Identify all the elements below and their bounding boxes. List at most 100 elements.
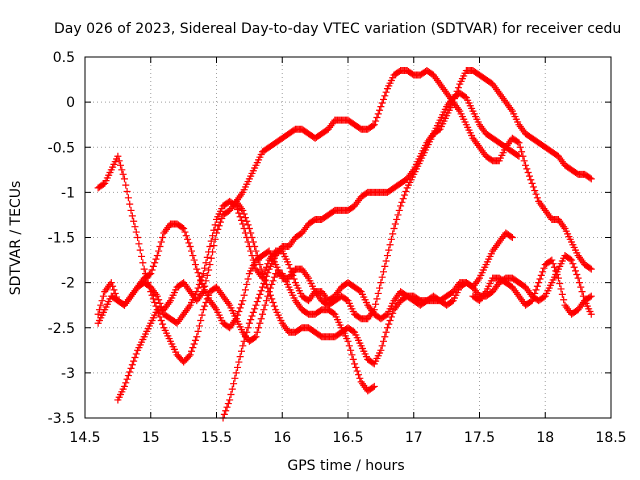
sat-e-point <box>148 266 156 274</box>
sat-e-point <box>244 275 252 283</box>
sat-g-point <box>540 264 548 272</box>
sat-d-point <box>243 328 251 336</box>
sat-f-point <box>568 256 576 264</box>
sat-b-point <box>508 234 516 241</box>
sat-d-point <box>239 342 247 350</box>
x-tick-label: 14.5 <box>69 430 100 446</box>
sat-d-point <box>248 312 256 320</box>
sat-c-point <box>587 265 595 273</box>
sat-c-point <box>527 176 535 184</box>
sat-d-point <box>244 324 252 332</box>
sat-c-point <box>213 229 220 237</box>
sat-d-point <box>222 407 230 415</box>
sat-d-point <box>227 391 235 399</box>
sat-f-point <box>378 342 386 350</box>
sat-d-point <box>249 308 257 316</box>
sat-b-point <box>239 220 247 228</box>
sat-c-point <box>124 372 132 380</box>
sat-b-point <box>201 264 209 272</box>
sat-g-point <box>586 293 594 301</box>
sat-e-point <box>394 211 402 219</box>
sat-c-point <box>382 88 390 96</box>
sat-b-point <box>207 237 215 245</box>
sat-e-point <box>398 198 406 206</box>
sat-a-point <box>252 333 260 341</box>
sat-a-point <box>199 306 207 314</box>
sat-b-point <box>202 259 210 267</box>
sat-a-point <box>345 342 353 350</box>
sat-c-point <box>123 375 131 383</box>
sat-d-point <box>247 316 255 324</box>
sat-e-point <box>383 252 391 260</box>
sat-g-point <box>531 289 539 297</box>
sat-e-point <box>157 238 165 246</box>
sat-a-point <box>255 324 263 332</box>
sat-f-point <box>255 256 263 264</box>
sat-f-point <box>575 279 583 287</box>
y-tick-label: 0.5 <box>53 50 75 66</box>
sat-c-point <box>205 266 213 274</box>
sat-d-point <box>251 305 259 313</box>
sat-d-point <box>240 337 248 345</box>
sat-f-point <box>239 206 247 214</box>
sat-b-point <box>211 221 219 229</box>
sat-a-point <box>369 383 377 391</box>
sat-e-point <box>113 293 121 301</box>
sat-e-point <box>186 243 194 251</box>
sat-g-point <box>550 263 558 271</box>
sat-e-point <box>391 220 399 228</box>
sat-f-point <box>571 267 579 275</box>
sat-e-point <box>390 224 398 232</box>
sat-a-point <box>269 277 277 285</box>
sat-c-point <box>122 379 130 387</box>
sat-f-point <box>578 288 586 296</box>
sat-a-point <box>132 228 140 236</box>
sat-f-point <box>540 293 548 301</box>
sat-a-point <box>353 367 361 375</box>
sat-c-point <box>522 161 530 169</box>
y-tick-label: -1 <box>61 185 75 201</box>
sat-f-point <box>264 284 272 292</box>
sat-a-point <box>355 371 363 379</box>
x-tick-label: 16.5 <box>332 430 363 446</box>
sat-a-point <box>128 212 136 220</box>
sat-f-point <box>269 298 277 306</box>
sat-c-point <box>523 165 531 173</box>
sat-a-point <box>124 194 132 202</box>
sat-a-point <box>117 161 125 169</box>
sat-g-point <box>560 296 568 304</box>
sat-c-point <box>533 194 541 202</box>
sat-a-point <box>114 152 122 160</box>
sat-c-point <box>209 248 217 256</box>
sat-b-point <box>156 299 164 307</box>
sat-f-point <box>587 310 595 318</box>
sat-f-point <box>253 252 261 260</box>
sat-f-point <box>382 328 390 336</box>
sat-e-point <box>393 215 401 223</box>
sat-e-point <box>236 304 244 312</box>
sat-c-point <box>528 179 536 187</box>
sat-a-point <box>201 302 209 310</box>
sat-c-point <box>531 187 539 195</box>
sat-c-point <box>532 190 540 198</box>
sat-a-point <box>157 317 165 325</box>
sat-b-point <box>356 287 364 295</box>
sat-e-point <box>180 224 188 232</box>
sat-e-point <box>234 311 242 319</box>
sat-e-point <box>386 241 394 249</box>
sat-d-point <box>235 358 243 366</box>
sat-d-point <box>237 347 245 355</box>
sat-e-point <box>343 296 351 304</box>
sat-f-point <box>247 229 255 237</box>
y-tick-label: -3 <box>61 366 75 382</box>
sat-c-point <box>515 139 523 147</box>
sat-d-point <box>586 174 594 182</box>
sat-e-point <box>372 300 380 308</box>
sat-b-point <box>194 284 202 292</box>
sat-d-point <box>454 84 462 92</box>
sat-f-point <box>268 295 276 303</box>
sat-e-point <box>514 151 522 159</box>
sat-a-point <box>198 311 206 319</box>
sat-a-point <box>130 217 138 225</box>
